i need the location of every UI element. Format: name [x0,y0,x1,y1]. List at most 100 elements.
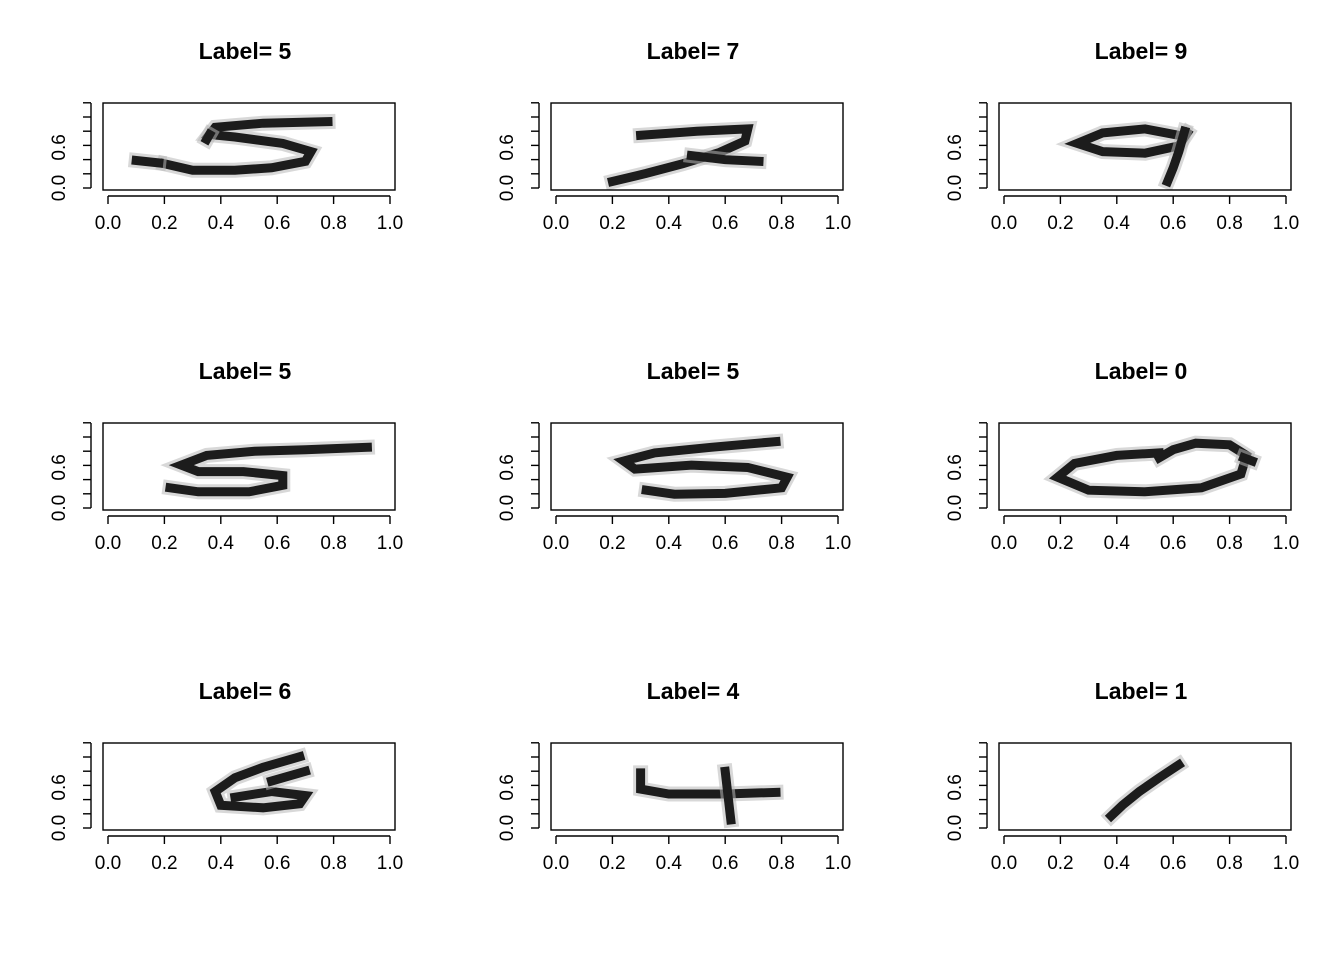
panel-title: Label= 4 [647,678,740,704]
x-tick-label: 0.6 [1160,533,1186,554]
digit-stroke [1104,758,1186,823]
x-tick-label: 0.2 [1047,213,1073,234]
x-tick-label: 0.4 [656,853,683,874]
y-tick-label: 0.0 [497,815,518,841]
digit-panel: Label= 5 0.0 0.2 0.4 0.6 0.8 1.0 0.0 0.6 [49,38,403,234]
x-tick-label: 1.0 [825,213,851,234]
digit-image [1100,754,1190,827]
digit-image [205,747,319,816]
x-tick-label: 0.8 [320,533,346,554]
digit-stroke [720,766,736,825]
x-tick-label: 1.0 [1273,533,1299,554]
panel-title: Label= 5 [199,38,292,64]
y-tick-label: 0.6 [49,134,70,160]
digit-panel: Label= 4 0.0 0.2 0.4 0.6 0.8 1.0 0.0 0.6 [497,678,851,874]
y-tick-label: 0.0 [945,815,966,841]
x-tick-label: 0.2 [151,533,177,554]
y-tick-label: 0.6 [945,454,966,480]
x-tick-label: 0.6 [712,853,738,874]
x-tick-label: 0.4 [1104,533,1131,554]
x-tick-label: 0.8 [768,213,794,234]
digit-panel: Label= 5 0.0 0.2 0.4 0.6 0.8 1.0 0.0 0.6 [497,358,851,554]
x-tick-label: 0.4 [208,533,235,554]
x-tick-label: 0.0 [95,853,121,874]
x-tick-label: 0.6 [264,213,290,234]
x-tick-label: 0.6 [1160,853,1186,874]
y-tick-label: 0.0 [945,495,966,521]
plot-frame [998,422,1292,511]
digit-panel: Label= 0 0.0 0.2 0.4 0.6 0.8 1.0 0.0 0.6 [945,358,1299,554]
x-tick-label: 0.4 [208,213,235,234]
panel-title: Label= 1 [1095,678,1188,704]
x-tick-label: 1.0 [377,533,403,554]
y-tick-label: 0.0 [49,495,70,521]
digit-image [127,113,336,178]
x-tick-label: 0.8 [1216,213,1242,234]
panel-title: Label= 7 [647,38,740,64]
x-tick-label: 0.6 [712,533,738,554]
x-tick-label: 0.2 [151,213,177,234]
x-tick-label: 0.2 [1047,533,1073,554]
digit-image [1043,435,1262,500]
digit-stroke [200,128,216,146]
x-tick-label: 1.0 [825,533,851,554]
digit-stroke [1048,438,1252,497]
panel-title: Label= 5 [199,358,292,384]
x-tick-label: 0.6 [712,213,738,234]
plot-frame [998,742,1292,831]
digit-stroke [131,155,164,168]
x-tick-label: 0.8 [320,853,346,874]
x-tick-label: 0.6 [1160,213,1186,234]
x-tick-label: 0.0 [991,533,1017,554]
x-tick-label: 1.0 [825,853,851,874]
y-tick-label: 0.0 [49,815,70,841]
y-tick-label: 0.6 [497,454,518,480]
y-tick-label: 0.6 [945,134,966,160]
x-tick-label: 0.2 [599,853,625,874]
digit-panel: Label= 6 0.0 0.2 0.4 0.6 0.8 1.0 0.0 0.6 [49,678,403,874]
y-tick-label: 0.0 [497,175,518,201]
y-tick-label: 0.0 [945,175,966,201]
plot-frame [550,742,844,831]
digit-panel: Label= 7 0.0 0.2 0.4 0.6 0.8 1.0 0.0 0.6 [497,38,851,234]
x-tick-label: 0.0 [95,213,121,234]
y-tick-label: 0.6 [49,454,70,480]
digit-stroke [1237,452,1258,467]
x-tick-label: 0.8 [768,853,794,874]
x-tick-label: 0.6 [264,533,290,554]
x-tick-label: 0.8 [1216,853,1242,874]
y-tick-label: 0.6 [49,774,70,800]
digit-stroke [209,751,314,813]
panel-title: Label= 6 [199,678,292,704]
plot-frame [102,742,396,831]
digit-image [633,762,784,829]
plot-frame [102,102,396,191]
x-tick-label: 0.4 [656,533,683,554]
plot-frame [550,422,844,511]
plot-frame [102,422,396,511]
y-tick-label: 0.0 [49,175,70,201]
digit-panel: Label= 9 0.0 0.2 0.4 0.6 0.8 1.0 0.0 0.6 [945,38,1299,234]
digit-image [1055,121,1198,190]
plot-frame [998,102,1292,191]
y-tick-label: 0.6 [497,774,518,800]
x-tick-label: 0.2 [599,213,625,234]
x-tick-label: 0.0 [95,533,121,554]
digit-stroke [159,116,333,175]
x-tick-label: 0.8 [320,213,346,234]
x-tick-label: 1.0 [1273,853,1299,874]
x-tick-label: 0.8 [1216,533,1242,554]
x-tick-label: 0.2 [599,533,625,554]
x-tick-label: 0.6 [264,853,290,874]
x-tick-label: 0.0 [543,853,569,874]
digit-panel: Label= 1 0.0 0.2 0.4 0.6 0.8 1.0 0.0 0.6 [945,678,1299,874]
digit-stroke [686,150,764,167]
digit-stroke [606,124,754,187]
y-tick-label: 0.0 [497,495,518,521]
panel-title: Label= 0 [1095,358,1188,384]
digit-stroke [636,768,781,799]
x-tick-label: 1.0 [1273,213,1299,234]
x-tick-label: 1.0 [377,853,403,874]
digit-panel: Label= 5 0.0 0.2 0.4 0.6 0.8 1.0 0.0 0.6 [49,358,403,554]
